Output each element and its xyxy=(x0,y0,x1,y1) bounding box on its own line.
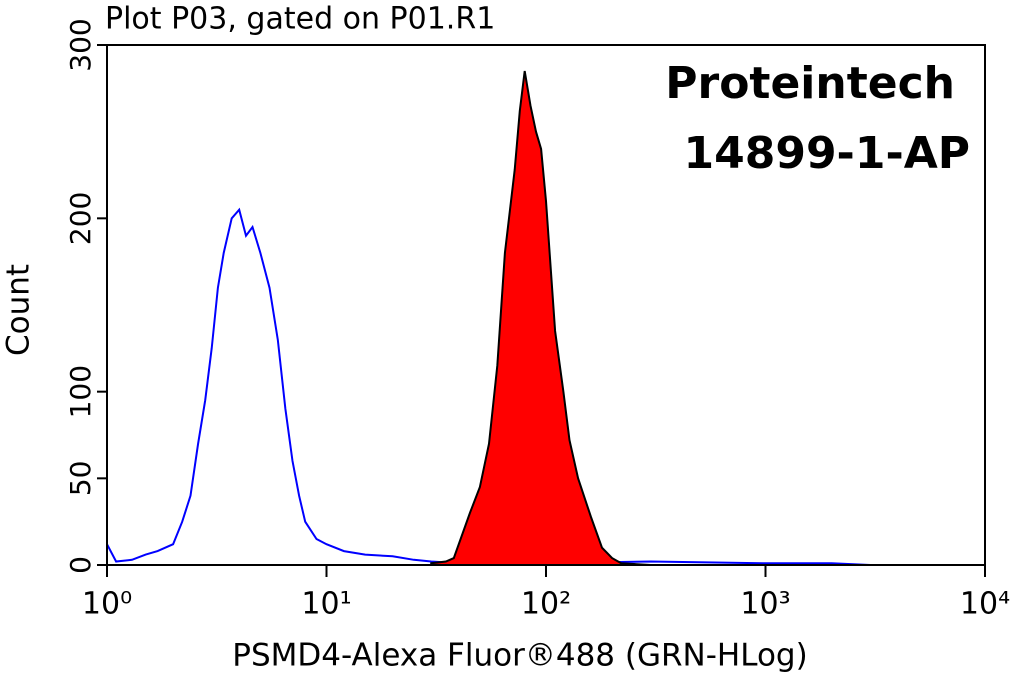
chart-title: Plot P03, gated on P01.R1 xyxy=(105,2,495,37)
x-tick-label: 10¹ xyxy=(301,587,351,622)
y-tick-label: 100 xyxy=(64,365,97,418)
y-tick-label: 0 xyxy=(64,556,97,574)
histogram-area xyxy=(430,70,651,566)
x-tick-label: 10⁰ xyxy=(82,587,132,622)
y-tick-label: 300 xyxy=(64,18,97,71)
y-tick-label: 200 xyxy=(64,192,97,245)
y-axis-label: Count xyxy=(1,264,37,356)
annotation: Proteintech xyxy=(665,58,955,109)
annotation: 14899-1-AP xyxy=(683,128,970,179)
x-tick-label: 10⁴ xyxy=(960,587,1010,622)
x-tick-label: 10² xyxy=(521,587,571,622)
y-tick-label: 50 xyxy=(64,461,97,497)
x-axis-label: PSMD4-Alexa Fluor®488 (GRN-HLog) xyxy=(232,638,807,674)
x-tick-label: 10³ xyxy=(740,587,790,622)
